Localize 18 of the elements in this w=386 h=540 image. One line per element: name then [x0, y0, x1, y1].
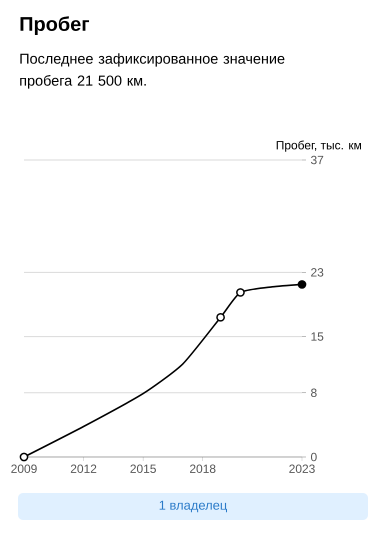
point [20, 452, 28, 462]
x-tick-label: 2015 [130, 464, 156, 473]
x-tick-label: 2023 [289, 464, 315, 473]
point [298, 280, 306, 289]
point [236, 288, 245, 297]
x-tick-label: 2018 [190, 464, 216, 473]
chart-subtitle: Последнее зафиксированное значение пробега 21 500 км. [20, 53, 284, 89]
y-tick-label: 0 [310, 452, 317, 462]
y-tick-label: 23 [311, 268, 324, 277]
x-tick-label: 2009 [11, 464, 37, 473]
point [216, 312, 225, 322]
x-tick-label: 2012 [70, 464, 96, 473]
y-axis-title: Пробег, тыс. км [276, 140, 361, 152]
y-tick-label: 8 [311, 388, 317, 398]
text: 1 владелец [160, 500, 228, 512]
y-tick-label: 37 [310, 156, 324, 164]
chart-title: Пробег [20, 16, 90, 35]
y-tick-label: 15 [311, 332, 324, 341]
